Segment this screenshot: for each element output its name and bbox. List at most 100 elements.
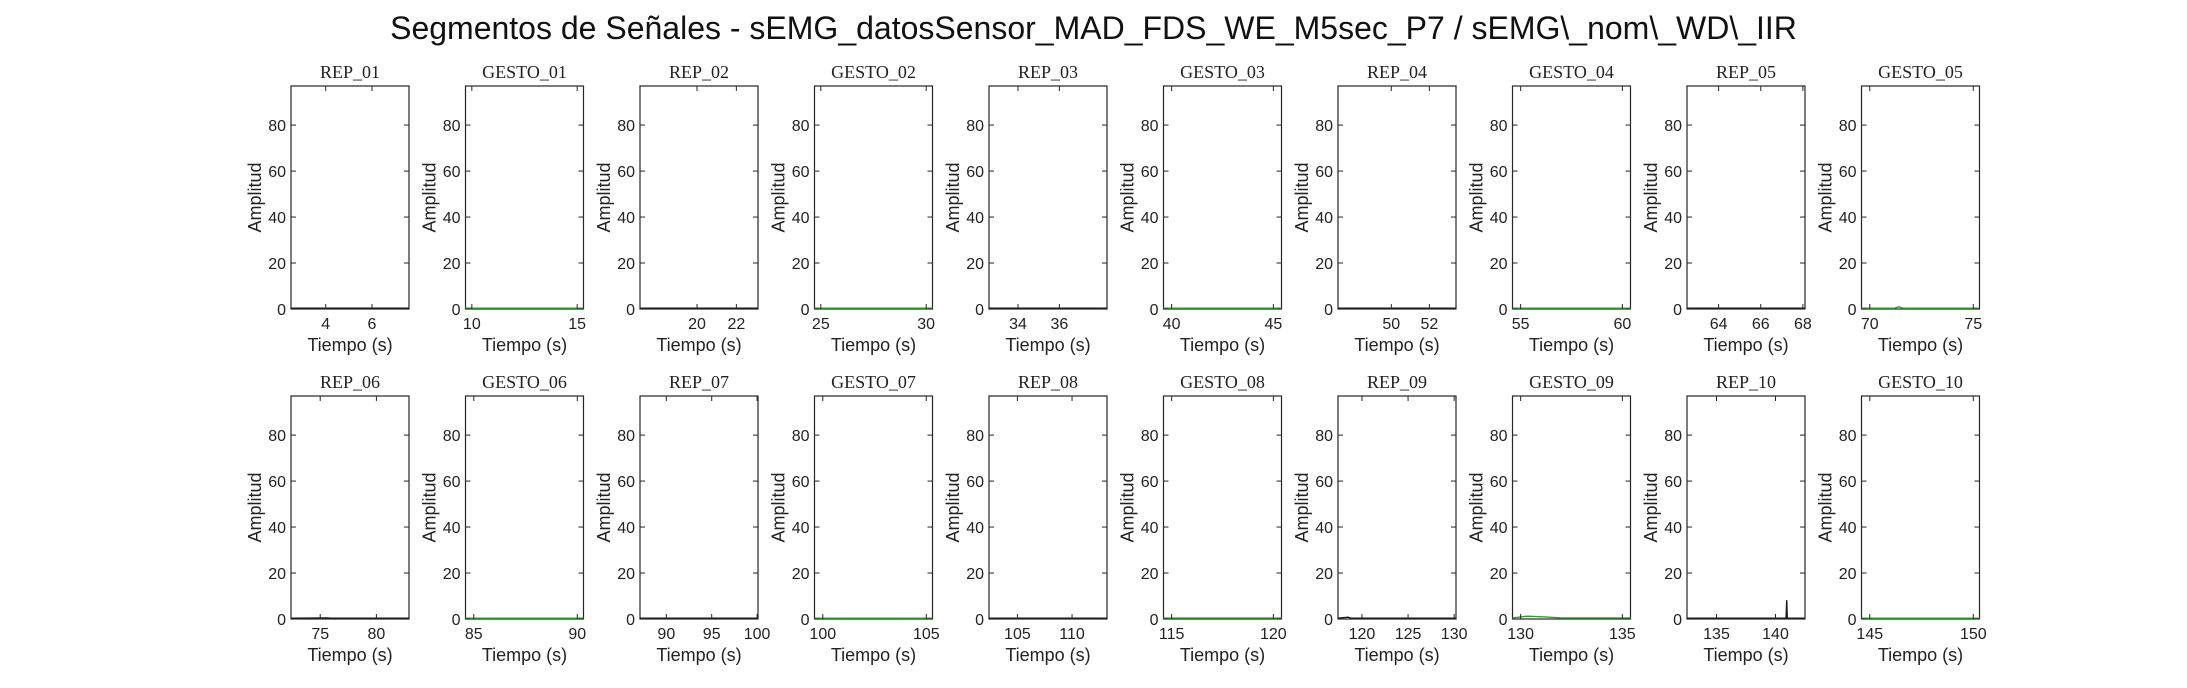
xaxis-label: Tiempo (s) <box>1354 645 1439 665</box>
ytick-label: 60 <box>1839 474 1857 491</box>
ytick-label: 40 <box>443 210 461 227</box>
ytick-label: 40 <box>1315 210 1333 227</box>
ytick-label: 20 <box>1141 256 1159 273</box>
yaxis-label: Amplitud <box>769 162 789 232</box>
ytick-label: 80 <box>1141 428 1159 445</box>
figure-title: Segmentos de Señales - sEMG_datosSensor_… <box>390 10 1797 46</box>
xtick-label: 135 <box>1609 626 1636 643</box>
subplot-title-rep-08: REP_08 <box>1018 372 1078 392</box>
xtick-label: 120 <box>1260 626 1287 643</box>
xaxis-label: Tiempo (s) <box>1878 645 1963 665</box>
axes-box-gesto-09 <box>1511 395 1632 620</box>
xtick-label: 90 <box>568 626 586 643</box>
axes-box-gesto-03 <box>1162 85 1283 310</box>
ytick-label: 60 <box>617 164 635 181</box>
yaxis-label: Amplitud <box>1292 472 1312 542</box>
xaxis-label: Tiempo (s) <box>1354 335 1439 355</box>
xtick-label: 30 <box>917 316 935 333</box>
xtick-label: 25 <box>812 316 830 333</box>
ytick-label: 80 <box>617 428 635 445</box>
xaxis-label: Tiempo (s) <box>1005 645 1090 665</box>
ytick-label: 20 <box>1839 256 1857 273</box>
ytick-label: 80 <box>966 428 984 445</box>
yaxis-label: Amplitud <box>594 162 614 232</box>
xaxis-label: Tiempo (s) <box>1180 335 1265 355</box>
ytick-label: 60 <box>443 474 461 491</box>
ytick-label: 40 <box>1490 210 1508 227</box>
ytick-label: 60 <box>1664 164 1682 181</box>
xtick-label: 10 <box>463 316 481 333</box>
ytick-label: 60 <box>268 164 286 181</box>
xaxis-label: Tiempo (s) <box>656 335 741 355</box>
ytick-label: 0 <box>626 302 635 319</box>
yaxis-label: Amplitud <box>1292 162 1312 232</box>
xaxis-label: Tiempo (s) <box>482 335 567 355</box>
axes-box-rep-03 <box>988 85 1108 310</box>
xaxis-label: Tiempo (s) <box>831 645 916 665</box>
yaxis-label: Amplitud <box>1816 472 1836 542</box>
subplot-title-rep-06: REP_06 <box>320 372 380 392</box>
yaxis-label: Amplitud <box>1816 162 1836 232</box>
subplot-title-rep-09: REP_09 <box>1367 372 1427 392</box>
subplot-title-rep-05: REP_05 <box>1716 62 1776 82</box>
xtick-label: 50 <box>1382 316 1400 333</box>
ytick-label: 20 <box>1490 256 1508 273</box>
yaxis-label: Amplitud <box>1118 162 1138 232</box>
ytick-label: 0 <box>1673 302 1682 319</box>
yaxis-label: Amplitud <box>1641 162 1661 232</box>
xtick-label: 36 <box>1050 316 1068 333</box>
ytick-label: 20 <box>443 566 461 583</box>
xtick-label: 120 <box>1349 626 1376 643</box>
xtick-label: 100 <box>744 626 771 643</box>
axes-box-gesto-06 <box>464 395 585 620</box>
xaxis-label: Tiempo (s) <box>1703 335 1788 355</box>
xtick-label: 75 <box>311 626 329 643</box>
xaxis-label: Tiempo (s) <box>1529 335 1614 355</box>
ytick-label: 40 <box>617 520 635 537</box>
yaxis-label: Amplitud <box>1467 162 1487 232</box>
axes-box-rep-10 <box>1686 395 1806 620</box>
subplot-title-rep-07: REP_07 <box>669 372 729 392</box>
xtick-label: 6 <box>368 316 377 333</box>
xtick-label: 130 <box>1507 626 1534 643</box>
ytick-label: 80 <box>792 118 810 135</box>
xtick-label: 105 <box>1004 626 1031 643</box>
subplot-title-gesto-07: GESTO_07 <box>831 372 916 392</box>
ytick-label: 20 <box>966 566 984 583</box>
subplot-title-gesto-06: GESTO_06 <box>482 372 567 392</box>
ytick-label: 80 <box>443 428 461 445</box>
xtick-label: 15 <box>568 316 586 333</box>
ytick-label: 60 <box>268 474 286 491</box>
axes-box-rep-02 <box>639 85 759 310</box>
ytick-label: 80 <box>1839 118 1857 135</box>
ytick-label: 40 <box>966 210 984 227</box>
xtick-label: 34 <box>1009 316 1027 333</box>
ytick-label: 40 <box>1141 210 1159 227</box>
ytick-label: 20 <box>1141 566 1159 583</box>
signal-line-rep-09 <box>1337 616 1456 619</box>
subplot-title-gesto-09: GESTO_09 <box>1529 372 1614 392</box>
ytick-label: 60 <box>1141 164 1159 181</box>
ytick-label: 80 <box>1839 428 1857 445</box>
xaxis-label: Tiempo (s) <box>1005 335 1090 355</box>
subplot-title-gesto-10: GESTO_10 <box>1878 372 1963 392</box>
ytick-label: 0 <box>277 302 286 319</box>
ytick-label: 80 <box>966 118 984 135</box>
xaxis-label: Tiempo (s) <box>1529 645 1614 665</box>
xtick-label: 140 <box>1762 626 1789 643</box>
xaxis-label: Tiempo (s) <box>307 645 392 665</box>
ytick-label: 0 <box>1150 612 1159 629</box>
yaxis-label: Amplitud <box>594 472 614 542</box>
ytick-label: 40 <box>1839 520 1857 537</box>
xtick-label: 45 <box>1264 316 1282 333</box>
ytick-label: 80 <box>1315 118 1333 135</box>
ytick-label: 20 <box>1839 566 1857 583</box>
ytick-label: 0 <box>1848 302 1857 319</box>
axes-box-gesto-02 <box>813 85 934 310</box>
xaxis-label: Tiempo (s) <box>307 335 392 355</box>
ytick-label: 20 <box>1664 256 1682 273</box>
ytick-label: 40 <box>1664 210 1682 227</box>
ytick-label: 20 <box>268 566 286 583</box>
axes-box-gesto-10 <box>1860 395 1981 620</box>
ytick-label: 60 <box>966 164 984 181</box>
